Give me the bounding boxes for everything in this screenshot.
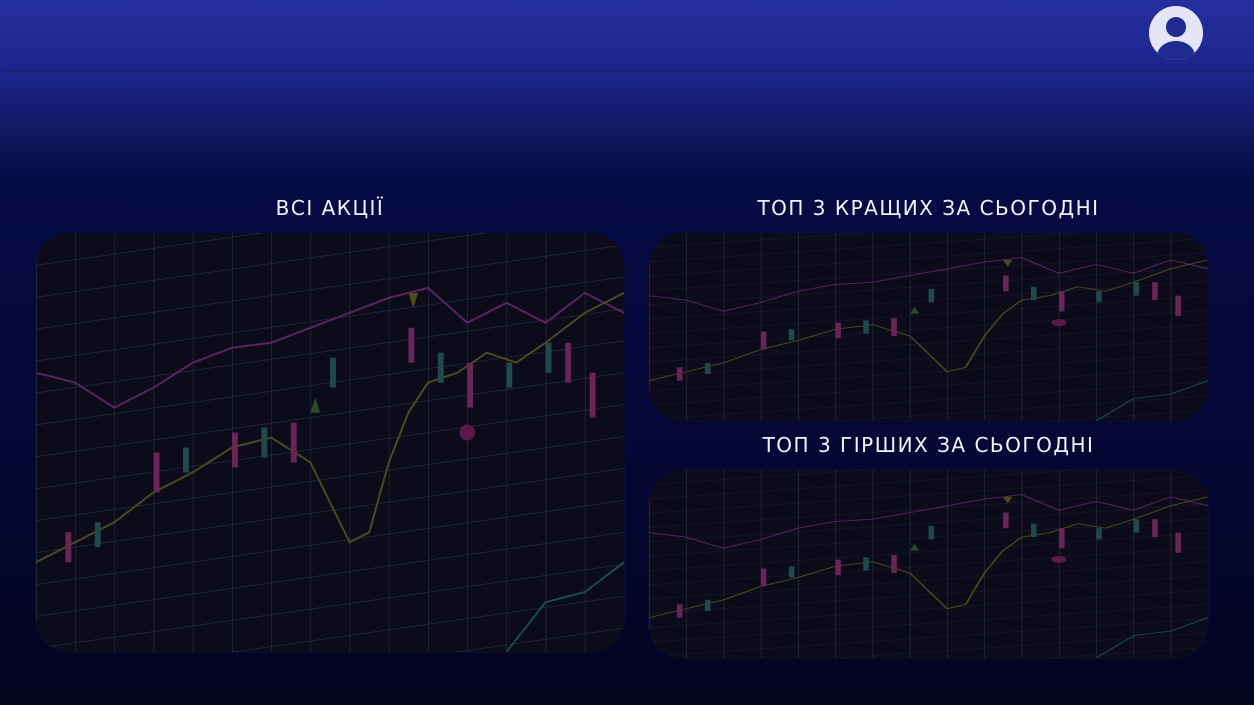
card-image — [649, 470, 1208, 658]
top-best-card[interactable] — [649, 233, 1208, 421]
section-title: ТОП 3 ГІРШИХ ЗА СЬОГОДНІ — [762, 433, 1095, 457]
section-title: ВСІ АКЦІЇ — [275, 196, 385, 220]
user-avatar[interactable] — [1149, 6, 1203, 60]
section-title: ТОП 3 КРАЩИХ ЗА СЬОГОДНІ — [757, 196, 1100, 220]
all-stocks-card[interactable] — [36, 233, 624, 652]
card-image — [649, 233, 1208, 421]
top-worst-card[interactable] — [649, 470, 1208, 658]
card-image — [36, 233, 624, 652]
header — [0, 0, 1254, 70]
header-divider — [6, 70, 1254, 72]
